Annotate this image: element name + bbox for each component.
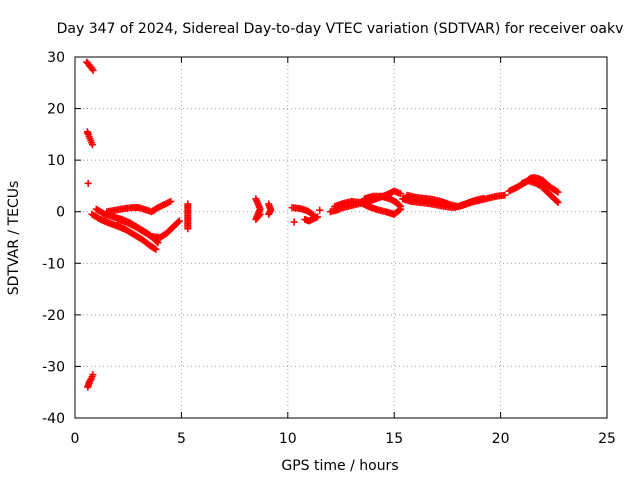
data-point	[554, 188, 562, 196]
y-axis-label: SDTVAR / TECUs	[6, 181, 22, 296]
data-point	[554, 198, 562, 206]
x-tick-label: 0	[71, 431, 80, 447]
y-tick-label: -30	[42, 359, 65, 375]
y-tick-label: 10	[47, 153, 65, 169]
data-point	[89, 66, 97, 74]
y-tick-label: -10	[42, 256, 65, 272]
data-point	[151, 245, 159, 253]
grid-lines	[75, 57, 607, 418]
y-tick-label: 0	[56, 205, 65, 221]
data-point	[88, 141, 96, 149]
x-tick-label: 5	[177, 431, 186, 447]
y-tick-label: -20	[42, 308, 65, 324]
data-point	[480, 194, 488, 202]
data-point	[256, 210, 264, 218]
data-point	[84, 179, 92, 187]
data-point	[89, 371, 97, 379]
data-point	[175, 217, 183, 225]
data-point	[255, 212, 263, 220]
x-tick-label: 15	[385, 431, 403, 447]
data-point	[167, 197, 175, 205]
data-point	[174, 218, 182, 226]
data-point	[184, 225, 192, 233]
data-point	[314, 213, 322, 221]
data-point	[152, 245, 160, 253]
data-points	[83, 58, 562, 391]
x-tick-label: 10	[279, 431, 297, 447]
plot-frame	[74, 56, 608, 419]
data-point	[396, 202, 404, 210]
y-tick-label: 30	[47, 50, 65, 66]
x-tick-label: 25	[598, 431, 616, 447]
x-axis-label: GPS time / hours	[281, 458, 398, 474]
y-tick-label: -40	[42, 411, 65, 427]
data-point	[397, 190, 405, 198]
data-point	[553, 197, 561, 205]
chart-title: Day 347 of 2024, Sidereal Day-to-day VTE…	[57, 21, 624, 37]
data-point	[397, 203, 405, 211]
data-point	[316, 206, 324, 214]
data-point	[265, 210, 273, 218]
data-point	[553, 187, 561, 195]
x-tick-label: 20	[492, 431, 510, 447]
axis-ticks: 0 5 10 15 20 25 -40 -30 -20 -10 0 10 20 30	[42, 50, 616, 447]
y-tick-label: 20	[47, 102, 65, 118]
data-point	[290, 218, 298, 226]
data-point	[501, 191, 509, 199]
